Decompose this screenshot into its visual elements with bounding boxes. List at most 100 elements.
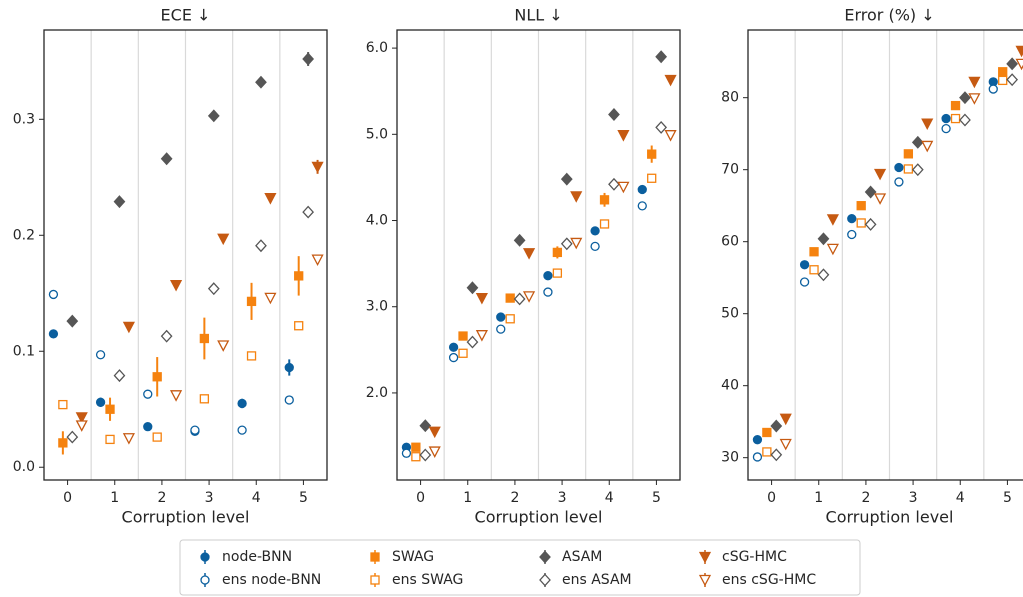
legend-marker — [539, 550, 551, 564]
data-point — [998, 67, 1008, 77]
plot-frame — [43, 29, 328, 481]
data-point — [988, 84, 998, 94]
data-point — [284, 362, 294, 373]
data-point — [752, 435, 763, 445]
data-point — [428, 446, 441, 458]
data-point — [770, 419, 783, 433]
data-point — [856, 218, 866, 228]
data-point — [911, 135, 924, 149]
data-point — [513, 292, 526, 306]
data-point — [570, 237, 583, 250]
data-point — [779, 438, 792, 451]
legend-marker — [200, 575, 210, 585]
data-point — [864, 217, 877, 231]
data-point — [143, 421, 153, 432]
data-point — [419, 448, 432, 462]
data-point — [48, 289, 59, 300]
data-point — [664, 130, 677, 142]
data-point — [552, 247, 563, 258]
data-point — [826, 243, 839, 256]
data-point — [428, 426, 441, 439]
x-tick-label: 3 — [909, 490, 918, 506]
data-point — [608, 177, 620, 191]
data-point — [58, 399, 68, 410]
y-tick-label: 70 — [721, 162, 739, 178]
y-tick-label: 0.0 — [13, 459, 35, 475]
data-point — [66, 430, 79, 444]
data-point — [496, 324, 506, 334]
data-point — [864, 185, 877, 199]
data-point — [847, 229, 857, 240]
legend-label: ASAM — [562, 549, 602, 565]
data-point — [752, 452, 763, 462]
data-point — [647, 149, 657, 159]
data-point — [411, 442, 421, 452]
data-point — [873, 168, 887, 181]
data-point — [160, 152, 173, 166]
data-point — [294, 271, 304, 281]
data-point — [448, 352, 459, 363]
data-point — [799, 277, 810, 287]
x-tick-label: 2 — [510, 490, 519, 506]
data-point — [911, 163, 924, 177]
data-point — [903, 164, 914, 174]
data-point — [419, 419, 432, 433]
chart-title: Error (%) ↓ — [844, 6, 934, 25]
legend-marker — [200, 552, 210, 562]
data-point — [826, 214, 839, 226]
x-axis-label: Corruption level — [122, 508, 250, 527]
y-tick-label: 5.0 — [366, 126, 388, 142]
data-point — [655, 50, 668, 64]
data-point — [458, 331, 468, 341]
data-point — [294, 321, 304, 331]
y-tick-label: 2.0 — [366, 385, 388, 401]
data-point — [152, 432, 162, 442]
x-tick-label: 1 — [110, 490, 119, 506]
data-point — [1015, 58, 1023, 71]
data-point — [75, 420, 88, 432]
legend-marker — [370, 575, 380, 585]
data-point — [560, 172, 573, 186]
data-point — [217, 340, 230, 352]
x-tick-label: 2 — [157, 490, 166, 506]
data-point — [921, 118, 934, 130]
data-point — [190, 425, 200, 435]
data-point — [152, 372, 162, 382]
data-point — [959, 91, 971, 105]
y-tick-label: 3.0 — [366, 299, 388, 315]
data-point — [401, 448, 412, 458]
data-point — [847, 213, 857, 224]
data-point — [169, 390, 183, 402]
data-point — [255, 75, 267, 89]
data-point — [143, 389, 153, 399]
x-axis-label: Corruption level — [826, 508, 954, 527]
data-point — [617, 181, 630, 194]
data-point — [207, 282, 220, 296]
data-point — [664, 74, 677, 87]
data-point — [617, 130, 630, 142]
y-tick-label: 30 — [721, 450, 739, 466]
data-point — [647, 173, 657, 183]
legend-marker — [698, 551, 712, 564]
data-point — [799, 260, 810, 270]
data-point — [246, 351, 257, 361]
data-point — [941, 123, 951, 134]
data-point — [522, 248, 536, 260]
x-tick-label: 4 — [956, 490, 965, 506]
x-tick-label: 1 — [814, 490, 823, 506]
data-point — [950, 100, 961, 111]
data-point — [199, 333, 210, 344]
y-tick-label: 6.0 — [366, 40, 388, 56]
data-point — [779, 413, 792, 426]
x-tick-label: 0 — [416, 490, 425, 506]
data-point — [264, 292, 277, 305]
data-point — [217, 233, 230, 246]
data-point — [809, 247, 819, 257]
data-point — [48, 329, 59, 339]
data-point — [856, 201, 866, 211]
x-tick-label: 5 — [1003, 490, 1012, 506]
x-tick-label: 2 — [861, 490, 870, 506]
data-point — [160, 329, 173, 343]
